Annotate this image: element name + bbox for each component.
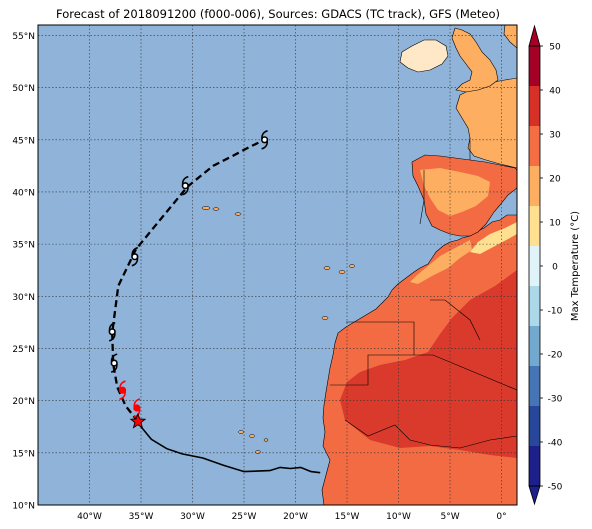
sahara-hot-zone [340,270,517,458]
forecast-track-line [111,138,266,423]
lon-tick-label: 15°W [335,512,360,522]
longitude-labels: 40°W 35°W 30°W 25°W 20°W 15°W 10°W 5°W 0° [77,512,507,522]
atlas-mountains [410,240,472,284]
colorbar-band [529,366,540,406]
lon-tick-label: 10°W [386,512,411,522]
forecast-cyclone-icon [110,353,118,373]
colorbar-band [529,326,540,366]
current-position-star [129,412,147,429]
lon-tick-label: 25°W [232,512,257,522]
colorbar-tick-label: -40 [548,439,563,449]
colorbar-band [529,206,540,246]
colorbar-tick-label: -10 [548,307,563,317]
forecast-cyclone-icon [181,175,189,196]
colorbar-max-extend-arrow [528,24,541,47]
colorbar: -50 -40 -30 -20 -10 0 10 20 30 40 50 Max Temperatu… [528,24,581,506]
country-borders [330,138,517,449]
storm-track [108,130,321,474]
map-title: Forecast of 2018091200 (f000-006), Sourc… [56,7,500,21]
colorbar-bands [528,24,541,506]
colorbar-band [529,446,540,486]
colorbar-band [529,406,540,446]
latitude-labels: 10°N 15°N 20°N 25°N 30°N 35°N 40°N 45°N 50°N 55°N [12,32,35,512]
lat-tick-label: 25°N [12,345,35,355]
lon-tick-label: 30°W [180,512,205,522]
colorbar-tick-label: 20 [549,175,561,185]
colorbar-tick-label: 10 [549,219,561,229]
lon-tick-label: 5°W [440,512,459,522]
forecast-cyclone-icon [261,130,269,150]
canary-islands [323,264,355,274]
lat-tick-label: 55°N [12,32,35,42]
lon-tick-label: 20°W [283,512,308,522]
forecast-cyclone-icon [108,322,116,342]
lon-tick-label: 35°W [129,512,154,522]
lat-tick-label: 15°N [12,449,35,459]
colorbar-band [529,86,540,126]
north-africa-coast-cool [470,222,517,254]
colorbar-ticks: -50 -40 -30 -20 -10 0 10 20 30 40 50 [540,43,563,493]
map-area [38,25,517,505]
colorbar-tick-label: -30 [548,395,563,405]
lat-tick-label: 40°N [12,188,35,198]
lat-tick-label: 30°N [12,293,35,303]
past-track-line [137,421,321,474]
land-layer [201,25,517,505]
colorbar-band [529,126,540,166]
great-britain [451,27,499,93]
madeira-island [321,316,329,320]
lat-lon-grid [38,25,517,505]
colorbar-band [529,46,540,86]
azores-islands [201,206,242,216]
colorbar-label: Max Temperature (°C) [570,211,581,321]
lat-tick-label: 50°N [12,84,35,94]
colorbar-band [529,166,540,206]
colorbar-tick-label: 50 [549,43,561,53]
cyclone-symbols [108,130,269,418]
lat-tick-label: 45°N [12,136,35,146]
lon-tick-label: 40°W [77,512,102,522]
colorbar-tick-label: -20 [548,351,563,361]
lat-tick-label: 10°N [12,502,35,512]
colorbar-tick-label: 40 [549,87,561,97]
norway-tip [503,25,517,49]
colorbar-tick-label: 30 [549,131,561,141]
colorbar-min-extend-arrow [528,485,541,506]
colorbar-band [529,286,540,326]
lon-tick-label: 0° [496,512,506,522]
colorbar-band [529,246,540,286]
forecast-cyclone-icon [131,246,139,267]
map-frame [37,24,518,506]
current-cyclone-icon [118,380,127,400]
colorbar-tick-label: -50 [548,483,563,493]
lat-tick-label: 20°N [12,397,35,407]
colorbar-tick-label: 0 [552,263,558,273]
current-cyclone-icon [133,398,141,418]
lat-tick-label: 35°N [12,241,35,251]
ireland [399,39,449,73]
